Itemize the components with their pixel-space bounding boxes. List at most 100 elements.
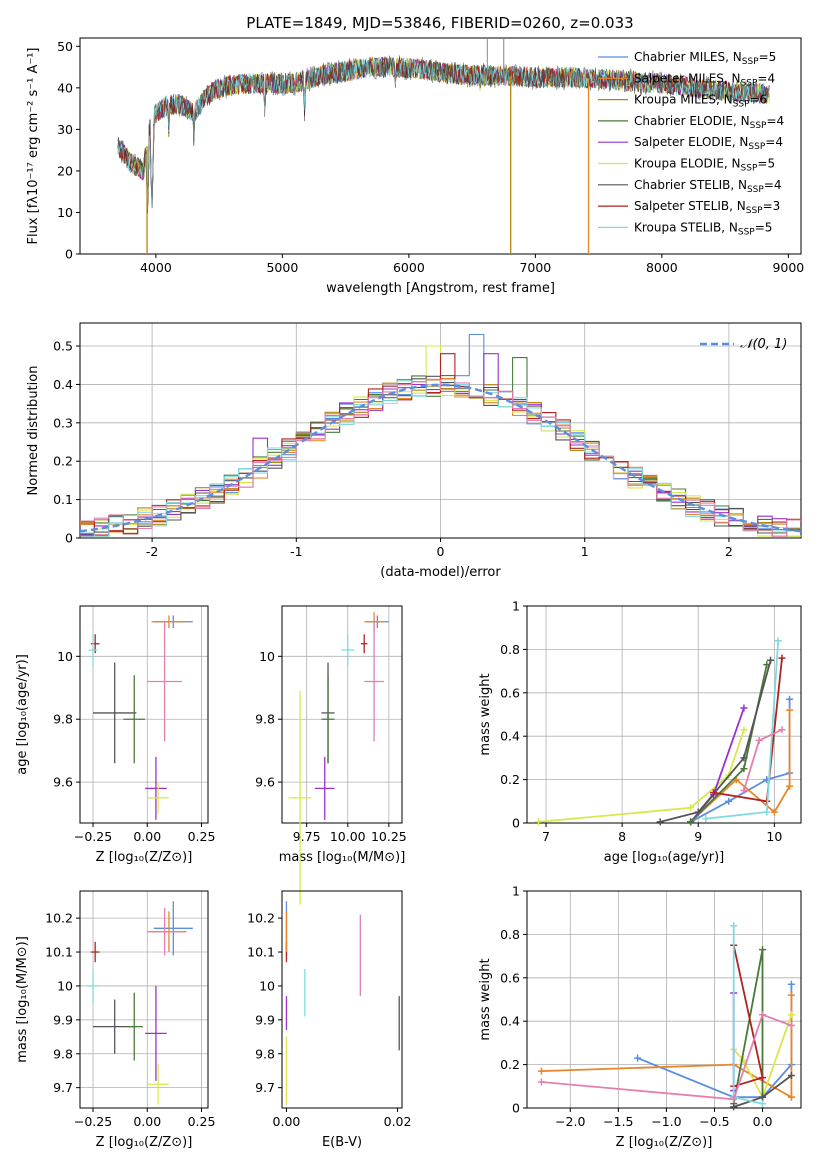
legend-subscript: SSP [741, 78, 758, 88]
point-marker [787, 1022, 795, 1030]
legend-count: =4 [765, 135, 783, 149]
x-tick-label: −0.5 [699, 1114, 729, 1129]
legend-name: Kroupa ELODIE, N [634, 157, 741, 171]
legend-count: =4 [764, 178, 782, 192]
y-tick-label: 0.2 [53, 454, 73, 469]
y-tick-label: 10.2 [247, 911, 275, 926]
y-tick-label: 10 [259, 649, 275, 664]
legend-name: Salpeter ELODIE, N [634, 135, 748, 149]
x-tick-label: 9 [694, 829, 702, 844]
x-tick-label: 6000 [393, 260, 425, 275]
point-marker [702, 815, 710, 823]
y-tick-label: 0.4 [53, 377, 73, 392]
legend-subscript: SSP [733, 100, 750, 110]
axes-frame [281, 605, 403, 824]
legend-count: =3 [763, 199, 781, 213]
y-tick-label: 0.2 [500, 1057, 520, 1072]
x-axis-label: Z [log₁₀(Z/Z⊙)] [616, 1135, 713, 1150]
point-marker [763, 808, 771, 816]
x-tick-label: -1 [290, 544, 302, 559]
point-marker [786, 695, 794, 703]
y-tick-label: 9.9 [53, 1012, 73, 1027]
x-tick-label: 10.25 [371, 829, 407, 844]
point-marker [778, 654, 786, 662]
point-marker [740, 786, 748, 794]
legend-name: Kroupa MILES, N [634, 93, 733, 107]
gaussian-curve [79, 383, 802, 533]
point-marker [634, 1054, 642, 1062]
legend-subscript: SSP [748, 142, 765, 152]
point-marker [778, 726, 786, 734]
axes-frame [79, 37, 802, 255]
point-marker [767, 656, 775, 664]
y-tick-label: 9.6 [255, 775, 275, 790]
x-tick-label: 7 [542, 829, 550, 844]
point-marker [759, 1093, 767, 1101]
point-marker [770, 808, 778, 816]
y-tick-label: 0 [512, 1101, 520, 1116]
point-marker [740, 754, 748, 762]
x-tick-label: 9.75 [293, 829, 321, 844]
y-tick-label: 0 [65, 247, 73, 262]
legend-count: =4 [757, 71, 775, 85]
x-tick-label: 9000 [772, 260, 804, 275]
y-tick-label: 1 [512, 599, 520, 614]
y-tick-label: 10.1 [247, 945, 275, 960]
x-tick-label: 8000 [646, 260, 678, 275]
point-marker [730, 922, 738, 930]
axes-residuals: -2 -1 0 1 2 0 0.1 0.2 0.3 0.4 0.5 (data-model)/erro… [26, 322, 802, 580]
legend-count: =5 [755, 220, 773, 234]
x-tick-label: −2.0 [555, 1114, 585, 1129]
x-tick-label: 0.25 [188, 1114, 216, 1129]
axes-frame [526, 605, 802, 824]
point-marker [656, 818, 664, 826]
y-axis-label: Normed distribution [26, 366, 41, 496]
axes-age_vs_mass: 9.75 10.00 10.25 9.6 9.8 10 mass [log₁₀(M/M⊙)] [255, 605, 407, 905]
x-tick-label: 0.02 [384, 1114, 412, 1129]
residual-legend: 𝒩(0, 1) [700, 337, 787, 352]
x-tick-label: 2 [725, 544, 733, 559]
y-axis-label: mass weight [478, 673, 493, 755]
series-line [733, 1014, 793, 1100]
errorbar-series [288, 612, 389, 905]
y-tick-label: 10 [57, 205, 73, 220]
legend-label: Salpeter ELODIE, NSSP=4 [634, 135, 783, 152]
axes-frame [79, 605, 209, 824]
x-axis-label: Z [log₁₀(Z/Z⊙)] [96, 850, 193, 865]
axes-frame [79, 890, 209, 1109]
y-tick-label: 9.7 [255, 1080, 275, 1095]
legend-subscript: SSP [742, 57, 759, 67]
point-marker [534, 818, 542, 826]
y-tick-label: 0.5 [53, 339, 73, 354]
y-tick-label: 0.2 [500, 772, 520, 787]
y-tick-label: 10.1 [45, 945, 73, 960]
point-marker [730, 1103, 738, 1111]
legend-label: Chabrier STELIB, NSSP=4 [634, 178, 782, 195]
x-tick-label: −1.0 [651, 1114, 681, 1129]
x-tick-label: 8 [618, 829, 626, 844]
legend-subscript: SSP [741, 164, 758, 174]
x-tick-label: 0 [437, 544, 445, 559]
point-marker [759, 1074, 767, 1082]
y-axis-label: Flux [fλ10⁻¹⁷ erg cm⁻² s⁻¹ A⁻¹] [26, 48, 41, 245]
point-marker [774, 637, 782, 645]
y-axis-label: age [log₁₀(age/yr)] [15, 654, 30, 775]
x-tick-label: −0.25 [74, 1114, 112, 1129]
axes-spectrum: 4000 5000 6000 7000 8000 9000 0 10 20 30 40 50 wavel… [26, 37, 804, 296]
point-marker [709, 789, 717, 797]
legend-label: Salpeter STELIB, NSSP=3 [634, 199, 780, 216]
point-marker [755, 737, 763, 745]
point-marker [759, 946, 767, 954]
y-tick-label: 9.8 [255, 1046, 275, 1061]
y-tick-label: 9.9 [255, 1012, 275, 1027]
errorbar-series [285, 901, 400, 1105]
y-axis-label: mass weight [478, 958, 493, 1040]
point-marker [759, 1100, 767, 1108]
legend-label: Chabrier ELODIE, NSSP=4 [634, 114, 784, 131]
point-marker [787, 991, 795, 999]
y-tick-label: 9.6 [53, 775, 73, 790]
y-tick-label: 30 [57, 122, 73, 137]
y-tick-label: 9.8 [53, 712, 73, 727]
y-tick-label: 0.3 [53, 415, 73, 430]
y-tick-label: 10.2 [45, 911, 73, 926]
